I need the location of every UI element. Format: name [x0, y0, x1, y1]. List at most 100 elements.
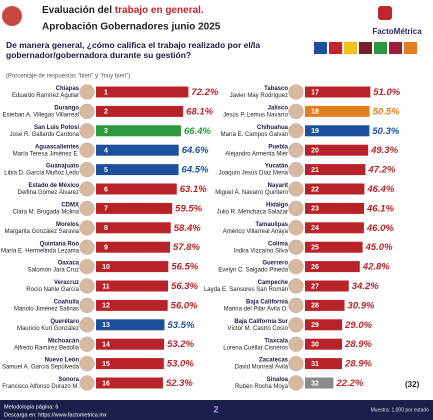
photo [79, 103, 95, 120]
governor: Delfina Gómez Álvarez [18, 189, 79, 196]
rank: 28 [311, 303, 319, 310]
governor: Evelyn C. Salgado Pineda [218, 268, 288, 274]
photo [79, 200, 95, 217]
state: Sonora [58, 377, 79, 383]
rank: 32 [311, 380, 319, 387]
state: Nayarit [268, 183, 288, 189]
rank: 31 [311, 361, 319, 368]
value-label: 51.0% [373, 87, 400, 98]
value-label: 45.0% [365, 242, 393, 253]
governor: Víctor M. Castro Cosío [227, 326, 288, 332]
note: (Porcentaje de respuestas "bien" y "muy … [6, 74, 130, 80]
state: Michoacán [48, 338, 79, 344]
value-label: 56.5% [171, 262, 198, 273]
party-logo [344, 42, 357, 54]
rank: 27 [311, 283, 319, 290]
bar [96, 202, 173, 214]
photo [288, 239, 304, 255]
state: Zacatecas [259, 358, 289, 364]
value-label: 49.3% [370, 145, 398, 156]
bar [96, 358, 164, 370]
state: Morelos [56, 222, 80, 228]
photo [79, 355, 95, 372]
state: Aguascalientes [35, 144, 80, 150]
governor: Miguel Á. Navarro Quintero [215, 189, 288, 196]
question: De manera general, ¿cómo califica el tra… [6, 40, 261, 60]
bar [96, 125, 181, 137]
photo [79, 161, 95, 178]
state: Tabasco [264, 86, 288, 92]
rank: 17 [311, 89, 319, 96]
photo [79, 258, 95, 275]
rank: 10 [102, 264, 110, 271]
photo [79, 239, 95, 255]
value-label: 29.0% [344, 320, 372, 331]
governor: Samuel A. García Sepúlveda [2, 365, 80, 371]
governor: Layda E. Sansores San Román [204, 287, 288, 293]
state: Guanajuato [46, 164, 79, 170]
rank: 3 [104, 128, 108, 135]
governor: Marina del Pilar Ávila O. [224, 305, 289, 312]
bar [96, 261, 169, 273]
footer-method: Metodología página: 6 [4, 404, 58, 410]
governor: Indira Vizcaíno Silva [234, 248, 289, 254]
value-label: 56.0% [171, 300, 198, 311]
governor: Clara M. Brugada Molina [13, 209, 80, 215]
state: Chiapas [56, 86, 80, 92]
rank: 4 [104, 148, 108, 155]
photo [288, 317, 304, 333]
photo [79, 123, 95, 139]
state: Hidalgo [266, 202, 288, 208]
rank: 11 [102, 283, 110, 290]
photo [79, 297, 95, 314]
governor: Esteban A. Villegas Villarreal [3, 112, 80, 118]
governor: Libia D. García Muñoz Ledo [4, 171, 79, 177]
state: Jalisco [268, 105, 289, 111]
bar [96, 241, 170, 253]
value-label: 50.5% [373, 106, 400, 117]
bar [96, 377, 163, 389]
rank: 23 [311, 206, 319, 213]
title-prefix: Evaluación del [42, 5, 112, 16]
governor: Rocío Nahle García [26, 287, 79, 293]
value-label: 63.1% [180, 184, 207, 195]
photo [288, 355, 304, 372]
state: Campeche [258, 280, 289, 286]
bar [305, 358, 342, 370]
value-label: 42.8% [362, 262, 390, 273]
photo [288, 123, 304, 139]
value-label: 58.4% [174, 223, 201, 234]
rank: 1 [104, 89, 108, 96]
value-label: 30.9% [348, 300, 375, 311]
governor: María Teresa Jiménez E. [13, 151, 80, 157]
photo [288, 84, 304, 100]
rank: 22 [311, 186, 319, 193]
state: Chihuahua [257, 125, 289, 131]
value-label: 68.1% [186, 106, 213, 117]
governor: Margarita González Saravia [5, 229, 80, 235]
photo [79, 278, 95, 294]
rank: 7 [104, 206, 108, 213]
bar [305, 202, 365, 214]
total: (32) [405, 380, 420, 389]
photo [288, 278, 304, 294]
value-label: 56.3% [171, 281, 198, 292]
state: Quintana Roo [40, 241, 80, 247]
bar [96, 319, 165, 331]
rank: 24 [311, 225, 319, 232]
rank: 9 [104, 245, 108, 252]
state: Tlaxcala [264, 338, 288, 344]
state: Baja California [246, 299, 289, 305]
governor: Rubén Rocha Moya [235, 384, 289, 390]
state: Tamaulipas [255, 222, 288, 228]
state: Colima [268, 241, 289, 247]
bar [96, 105, 184, 117]
rank: 8 [104, 225, 108, 232]
party-logo [404, 42, 417, 54]
logo-icon [378, 6, 392, 20]
governor: Javier May Rodríguez [230, 93, 288, 99]
footer-band [0, 400, 433, 420]
party-logo [314, 42, 327, 54]
photo [288, 200, 304, 217]
photo [288, 336, 304, 352]
